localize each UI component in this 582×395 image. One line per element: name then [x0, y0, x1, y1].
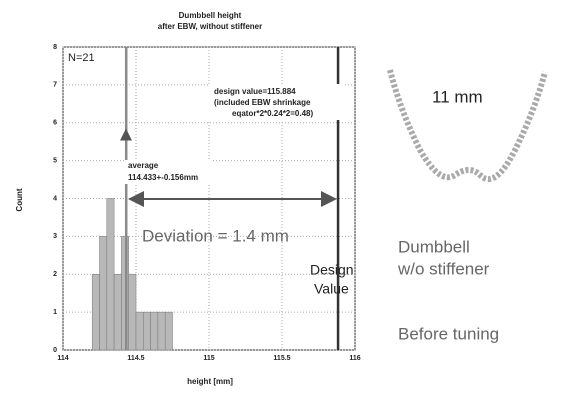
page: {"chart_data": {"type": "histogram", "ti…: [0, 0, 582, 390]
bar: [92, 274, 99, 350]
y-tick-label: 7: [53, 82, 57, 89]
annotation: eqator*2*0.24*2=0.48): [232, 109, 314, 118]
bar: [100, 236, 107, 350]
chart-title: Dumbbell height: [179, 11, 242, 20]
y-tick-label: 8: [53, 44, 57, 51]
bar: [129, 274, 136, 350]
x-axis-label: height [mm]: [187, 377, 233, 386]
x-tick-label: 114: [57, 355, 68, 362]
bar: [158, 312, 165, 350]
dumbbell-image: [390, 70, 545, 179]
annotation: Design: [310, 262, 354, 278]
annotation: 114.433+-0.156mm: [128, 173, 198, 182]
side-label: 11 mm: [432, 87, 483, 106]
annotation: design value=115.884: [214, 87, 296, 96]
bar: [151, 312, 158, 350]
x-tick-label: 116: [349, 355, 360, 362]
y-tick-label: 6: [53, 120, 57, 127]
bar: [165, 312, 172, 350]
x-tick-label: 114.5: [127, 355, 144, 362]
annotation: average: [128, 161, 159, 170]
annotation: Value: [314, 281, 349, 297]
x-tick-label: 115.5: [273, 355, 290, 362]
y-tick-label: 5: [53, 157, 57, 164]
y-tick-label: 3: [53, 233, 57, 240]
y-tick-label: 2: [53, 271, 57, 278]
side-label: Dumbbell: [398, 237, 470, 256]
side-label: w/o stiffener: [397, 259, 490, 278]
annotation: Deviation = 1.4 mm: [142, 226, 289, 245]
annotation: N=21: [68, 52, 95, 64]
bar: [143, 312, 150, 350]
y-tick-label: 0: [53, 347, 57, 354]
bar: [136, 312, 143, 350]
bar: [107, 199, 114, 351]
y-tick-label: 1: [53, 309, 57, 316]
annotation: (included EBW shrinkage: [214, 98, 311, 107]
side-label: Before tuning: [398, 324, 499, 343]
chart: Dumbbell height after EBW, without stiff…: [0, 0, 582, 390]
y-tick-label: 4: [53, 195, 57, 202]
bar: [114, 274, 121, 350]
x-tick-label: 115: [203, 355, 214, 362]
y-axis-label: Count: [15, 188, 24, 211]
chart-title: after EBW, without stiffener: [158, 22, 262, 31]
